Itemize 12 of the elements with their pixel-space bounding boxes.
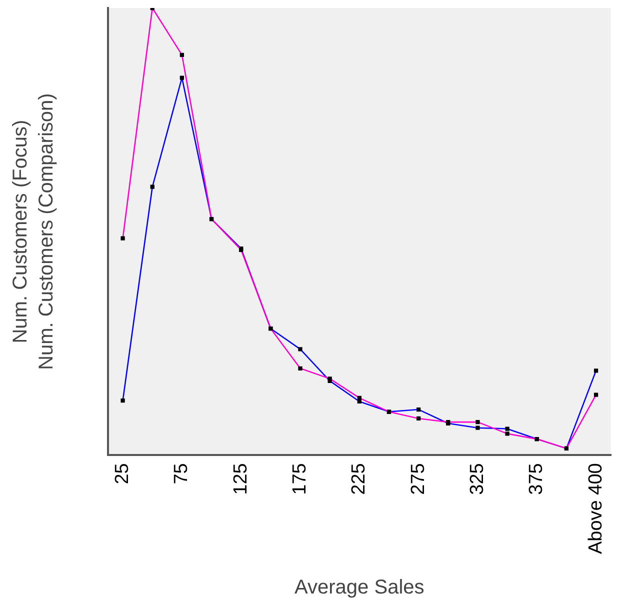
x-tick-label: 375 — [526, 463, 548, 495]
text: Num. Customers (Comparison) — [36, 93, 58, 370]
x-tick-label: 175 — [289, 463, 310, 495]
x-tick-label: 325 — [466, 463, 488, 495]
x-tick-label: Above 400 — [585, 463, 606, 554]
x-tick-label: 75 — [171, 463, 192, 484]
x-tick-label: 25 — [112, 463, 134, 484]
text: Num. Customers (Focus) — [10, 120, 32, 344]
x-axis-title: Average Sales — [294, 576, 424, 599]
x-tick-label: 275 — [408, 463, 429, 495]
x-tick-label: 125 — [230, 463, 252, 495]
x-tick-label: 225 — [348, 463, 370, 495]
